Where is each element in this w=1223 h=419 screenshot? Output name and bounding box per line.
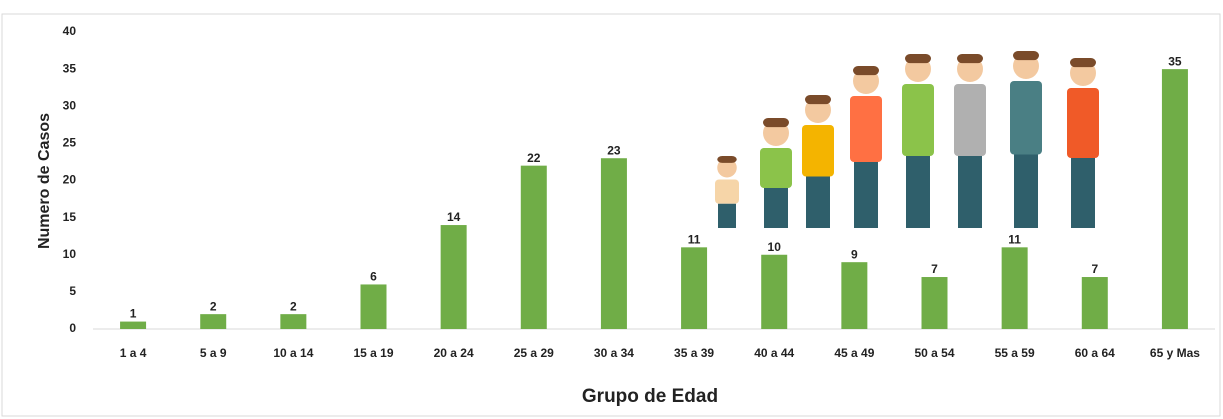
figure-body [1010, 81, 1042, 155]
figure-legs [854, 162, 878, 228]
chart: Numero de Casos Grupo de Edad 0510152025… [0, 0, 1223, 419]
bar [761, 255, 787, 329]
figure-body [850, 96, 882, 162]
data-label: 2 [290, 299, 297, 313]
figure-legs [718, 204, 736, 228]
x-tick-label: 5 a 9 [200, 346, 227, 360]
data-label: 11 [688, 232, 701, 246]
x-tick-label: 50 a 54 [914, 346, 954, 360]
x-tick-label: 60 a 64 [1075, 346, 1115, 360]
figure-legs [764, 188, 788, 228]
y-tick-label: 30 [63, 98, 77, 112]
bar [521, 166, 547, 329]
data-label: 23 [607, 143, 621, 157]
y-tick-label: 40 [63, 24, 77, 38]
figure-body [1067, 88, 1099, 158]
x-tick-label: 20 a 24 [434, 346, 474, 360]
y-tick-label: 15 [63, 210, 77, 224]
figure-body [954, 84, 986, 156]
figure-body [902, 84, 934, 156]
figure-body [802, 125, 834, 177]
y-tick-label: 20 [63, 173, 77, 187]
data-label: 35 [1168, 54, 1182, 68]
bar [922, 277, 948, 329]
y-axis-title: Numero de Casos [36, 113, 53, 249]
data-label: 7 [931, 262, 938, 276]
y-tick-label: 10 [63, 247, 77, 261]
figure-legs [958, 156, 982, 228]
x-tick-label: 15 a 19 [353, 346, 393, 360]
bar [1082, 277, 1108, 329]
bar [1002, 247, 1028, 329]
data-label: 2 [210, 299, 217, 313]
bar [280, 314, 306, 329]
bar [441, 225, 467, 329]
bar [200, 314, 226, 329]
y-tick-label: 0 [69, 321, 76, 335]
bar [841, 262, 867, 329]
x-tick-label: 1 a 4 [120, 346, 147, 360]
x-tick-label: 40 a 44 [754, 346, 794, 360]
bar [681, 247, 707, 329]
x-tick-label: 55 a 59 [995, 346, 1035, 360]
figure-hair [905, 54, 931, 63]
data-label: 9 [851, 247, 858, 261]
data-label: 6 [370, 270, 377, 284]
y-tick-label: 25 [63, 136, 77, 150]
bar [361, 284, 387, 329]
figure-body [760, 148, 792, 188]
data-label: 11 [1008, 232, 1021, 246]
figure-hair [717, 156, 737, 163]
data-label: 7 [1091, 262, 1098, 276]
y-tick-label: 5 [69, 284, 76, 298]
bar [120, 322, 146, 329]
figure-hair [853, 66, 879, 75]
data-label: 14 [447, 210, 461, 224]
figure-hair [1013, 51, 1039, 60]
figure-hair [805, 95, 831, 104]
figure-hair [763, 118, 789, 127]
x-tick-label: 45 a 49 [834, 346, 874, 360]
figure-legs [806, 177, 830, 229]
data-label: 10 [768, 240, 782, 254]
x-tick-label: 65 y Mas [1150, 346, 1200, 360]
figure-legs [906, 156, 930, 228]
bar [1162, 69, 1188, 329]
x-axis-title: Grupo de Edad [582, 386, 718, 407]
figure-body [715, 180, 739, 204]
x-tick-label: 10 a 14 [273, 346, 313, 360]
x-tick-label: 30 a 34 [594, 346, 634, 360]
x-tick-label: 35 a 39 [674, 346, 714, 360]
figure-legs [1071, 158, 1095, 228]
x-tick-label: 25 a 29 [514, 346, 554, 360]
bar [601, 158, 627, 329]
figure-legs [1014, 155, 1038, 229]
figure-hair [1070, 58, 1096, 67]
data-label: 22 [527, 151, 541, 165]
data-label: 1 [130, 307, 137, 321]
y-tick-label: 35 [63, 61, 77, 75]
figure-hair [957, 54, 983, 63]
